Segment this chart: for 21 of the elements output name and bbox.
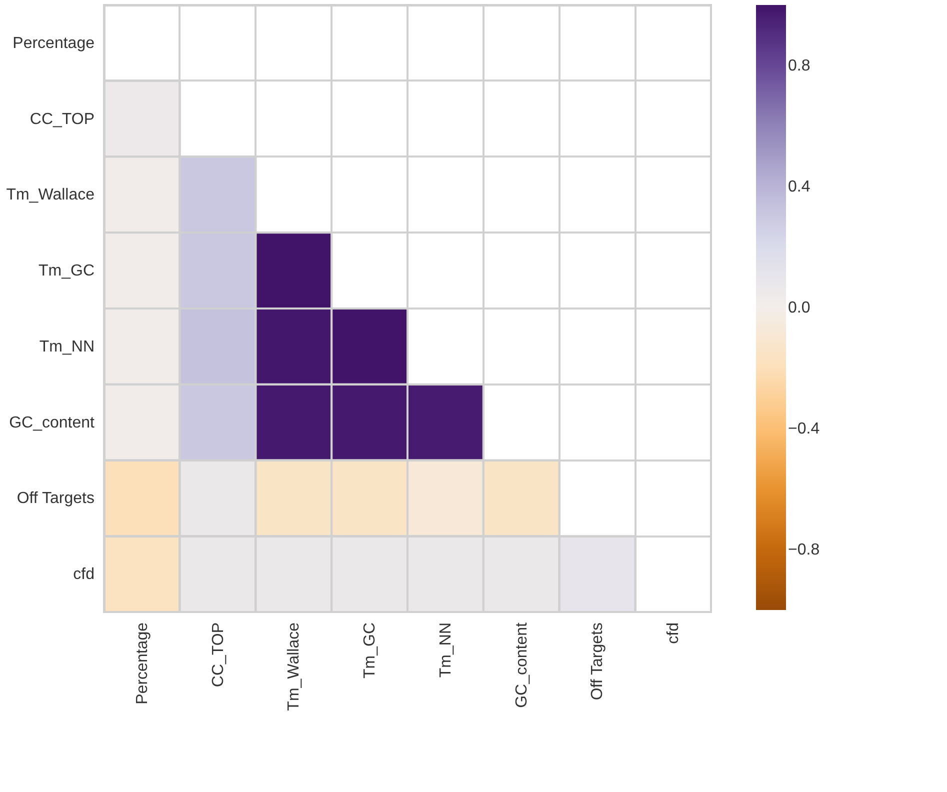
- y-tick-label: Off Targets: [16, 490, 94, 508]
- y-tick-label: Tm_GC: [38, 262, 94, 280]
- x-tick-label: Percentage: [134, 622, 151, 704]
- x-tick-label: Tm_Wallace: [286, 622, 303, 711]
- y-tick-label: cfd: [73, 566, 94, 584]
- x-tick-label: Tm_NN: [437, 622, 454, 678]
- x-tick-label: CC_TOP: [210, 622, 227, 688]
- y-tick-label: Percentage: [12, 34, 95, 52]
- color-bar-label: 0.0: [788, 300, 810, 316]
- color-bar-label: 0.8: [788, 58, 810, 74]
- color-bar-label: 0.4: [788, 178, 810, 196]
- x-tick-label: Off Targets: [589, 622, 606, 700]
- x-tick-label: GC_content: [513, 622, 530, 708]
- x-tick-label: Tm_GC: [362, 622, 379, 678]
- y-tick-label: GC_content: [9, 414, 96, 432]
- color-bar-label: −0.8: [788, 542, 820, 558]
- y-tick-label: Tm_Wallace: [6, 186, 95, 204]
- y-tick-label: Tm_NN: [39, 338, 94, 356]
- y-tick-label: CC_TOP: [30, 110, 94, 128]
- color-bar-label: −0.4: [788, 420, 820, 438]
- x-tick-label: cfd: [665, 622, 682, 644]
